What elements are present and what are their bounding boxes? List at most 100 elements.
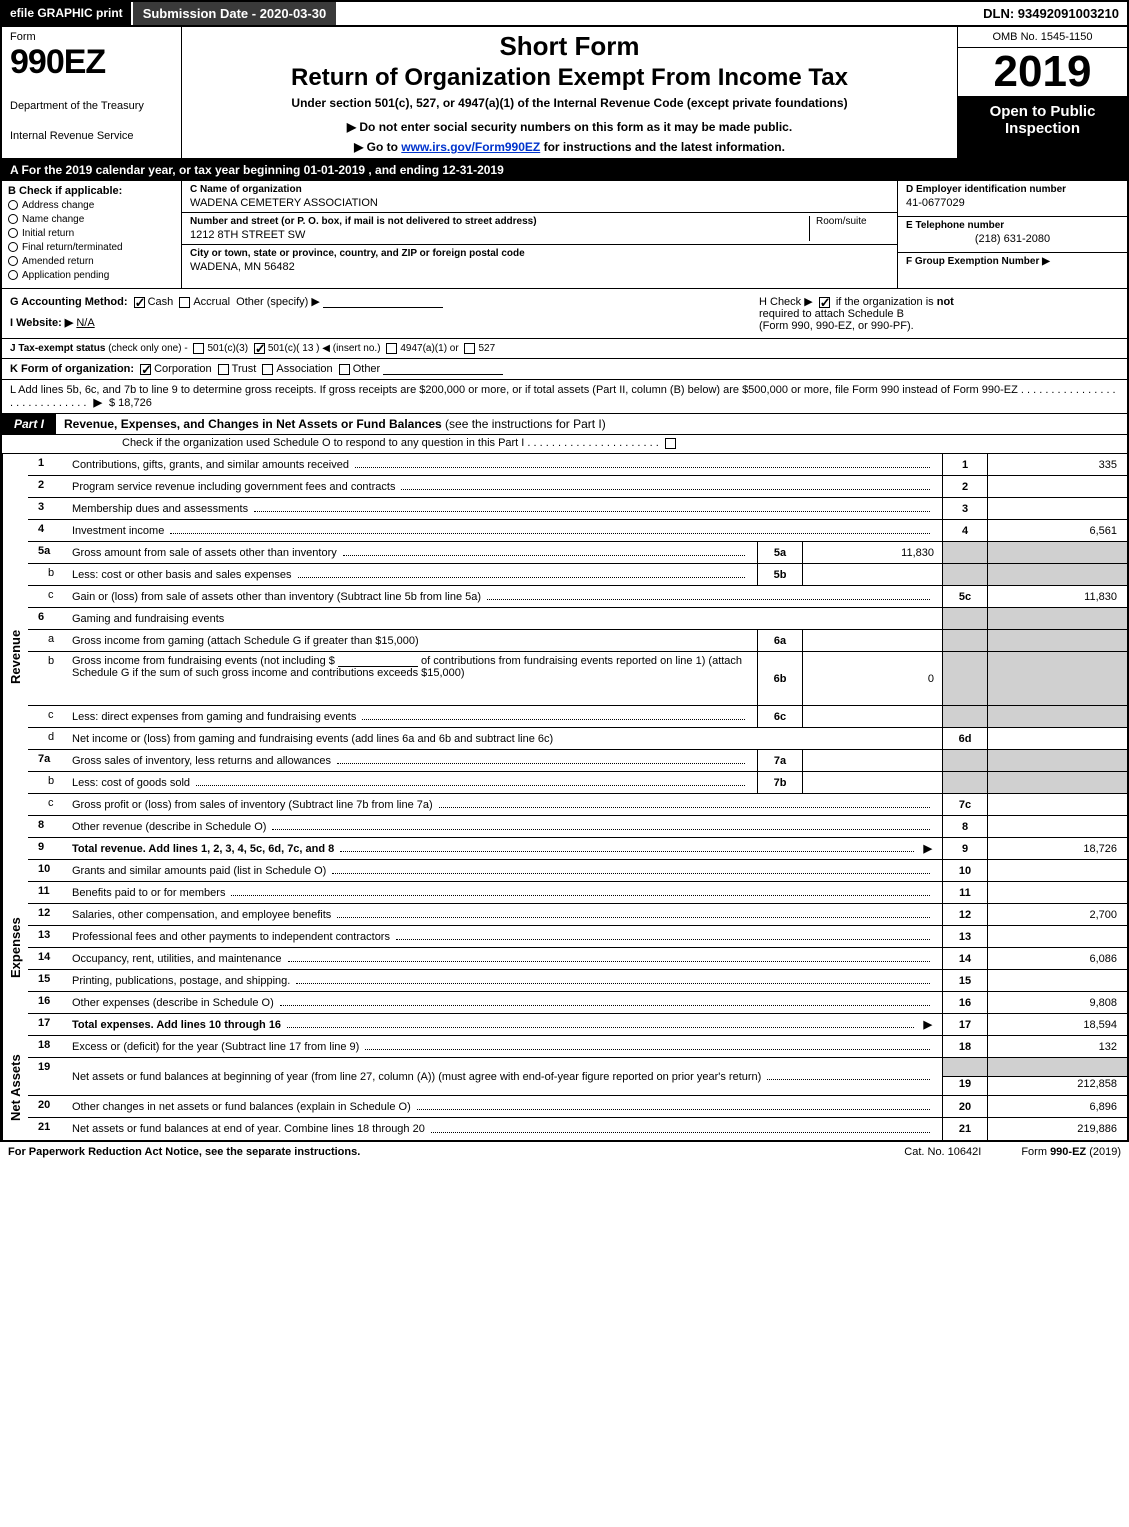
chk-application-pending[interactable] [8, 270, 18, 280]
chk-527[interactable] [464, 343, 475, 354]
chk-name-change[interactable] [8, 214, 18, 224]
line-11: 11Benefits paid to or for members11 [28, 882, 1127, 904]
j-o3: 4947(a)(1) or [400, 343, 458, 354]
line-8: 8Other revenue (describe in Schedule O)8 [28, 816, 1127, 838]
line-17: 17Total expenses. Add lines 10 through 1… [28, 1014, 1127, 1036]
part-1-header: Part I Revenue, Expenses, and Changes in… [2, 414, 1127, 435]
chk-trust[interactable] [218, 364, 229, 375]
chk-501c3[interactable] [193, 343, 204, 354]
chk-label: Initial return [22, 228, 74, 239]
line-7a: 7aGross sales of inventory, less returns… [28, 750, 1127, 772]
chk-initial-return[interactable] [8, 228, 18, 238]
department-line-1: Department of the Treasury [10, 100, 173, 112]
chk-label: Name change [22, 214, 84, 225]
chk-association[interactable] [262, 364, 273, 375]
part-1-badge: Part I [2, 414, 56, 434]
h-not: not [937, 296, 954, 308]
section-d: D Employer identification number 41-0677… [897, 181, 1127, 288]
ein-label: D Employer identification number [906, 184, 1119, 195]
chk-501c[interactable] [254, 343, 265, 354]
omb-number: OMB No. 1545-1150 [958, 27, 1127, 48]
submission-date-label: Submission Date - 2020-03-30 [131, 2, 337, 25]
header-center: Short Form Return of Organization Exempt… [182, 27, 957, 158]
chk-final-return[interactable] [8, 242, 18, 252]
form-number: 990EZ [10, 43, 173, 82]
g-cash: Cash [148, 296, 174, 308]
irs-link[interactable]: www.irs.gov/Form990EZ [401, 140, 540, 154]
j-o1: 501(c)(3) [207, 343, 248, 354]
form-subtitle: Under section 501(c), 527, or 4947(a)(1)… [192, 96, 947, 110]
chk-accrual[interactable] [179, 297, 190, 308]
chk-corporation[interactable] [140, 364, 151, 375]
tax-exempt-status-row: J Tax-exempt status (check only one) - 5… [2, 339, 1127, 359]
chk-label: Final return/terminated [22, 242, 123, 253]
ein-value: 41-0677029 [906, 197, 1119, 209]
line-7b: bLess: cost of goods sold7b [28, 772, 1127, 794]
address-value: 1212 8TH STREET SW [190, 229, 809, 241]
line-5a: 5aGross amount from sale of assets other… [28, 542, 1127, 564]
j-o2: 501(c)( 13 ) ◀ (insert no.) [268, 343, 381, 354]
g-accrual: Accrual [193, 296, 230, 308]
address-label: Number and street (or P. O. box, if mail… [190, 216, 809, 227]
line-4: 4Investment income46,561 [28, 520, 1127, 542]
j-hint: (check only one) - [108, 343, 187, 354]
h-post: if the organization is [833, 296, 937, 308]
chk-address-change[interactable] [8, 200, 18, 210]
room-suite-label: Room/suite [809, 216, 889, 241]
k-trust: Trust [232, 363, 257, 375]
line-14: 14Occupancy, rent, utilities, and mainte… [28, 948, 1127, 970]
chk-cash[interactable] [134, 297, 145, 308]
h-line2: required to attach Schedule B [759, 308, 904, 320]
section-b-title: B Check if applicable: [8, 185, 175, 197]
short-form-title: Short Form [192, 31, 947, 62]
net-assets-section: Net Assets 18Excess or (deficit) for the… [2, 1036, 1127, 1140]
page-footer: For Paperwork Reduction Act Notice, see … [0, 1142, 1129, 1162]
form-reference: Form 990-EZ (2019) [1021, 1146, 1121, 1158]
k-assoc: Association [276, 363, 332, 375]
line-6b: bGross income from fundraising events (n… [28, 652, 1127, 706]
chk-schedule-b[interactable] [819, 297, 830, 308]
k-other: Other [353, 363, 381, 375]
catalog-number: Cat. No. 10642I [904, 1146, 981, 1158]
form-word: Form [10, 31, 173, 43]
chk-4947[interactable] [386, 343, 397, 354]
line-12: 12Salaries, other compensation, and empl… [28, 904, 1127, 926]
instructions-note: ▶ Go to www.irs.gov/Form990EZ for instru… [192, 140, 947, 154]
org-name-value: WADENA CEMETERY ASSOCIATION [190, 197, 889, 209]
form-of-organization-row: K Form of organization: Corporation Trus… [2, 359, 1127, 380]
line-13: 13Professional fees and other payments t… [28, 926, 1127, 948]
tax-period-row: A For the 2019 calendar year, or tax yea… [2, 160, 1127, 181]
line-6c: cLess: direct expenses from gaming and f… [28, 706, 1127, 728]
k-corp: Corporation [154, 363, 211, 375]
line-1: 1Contributions, gifts, grants, and simil… [28, 454, 1127, 476]
line-7c: cGross profit or (loss) from sales of in… [28, 794, 1127, 816]
efile-print-label: efile GRAPHIC print [2, 2, 131, 25]
chk-label: Address change [22, 200, 94, 211]
info-block: B Check if applicable: Address change Na… [2, 181, 1127, 289]
revenue-vlabel: Revenue [2, 454, 28, 860]
website-value: N/A [76, 317, 94, 329]
row-gh: G Accounting Method: Cash Accrual Other … [2, 289, 1127, 339]
expenses-section: Expenses 10Grants and similar amounts pa… [2, 860, 1127, 1036]
chk-schedule-o[interactable] [665, 438, 676, 449]
open-to-public: Open to Public Inspection [958, 97, 1127, 158]
revenue-section: Revenue 1Contributions, gifts, grants, a… [2, 454, 1127, 860]
net-assets-vlabel: Net Assets [2, 1036, 28, 1140]
j-label: J Tax-exempt status [10, 343, 105, 354]
note2-post: for instructions and the latest informat… [540, 140, 785, 154]
line-5c: cGain or (loss) from sale of assets othe… [28, 586, 1127, 608]
section-c: C Name of organization WADENA CEMETERY A… [182, 181, 897, 288]
chk-other-org[interactable] [339, 364, 350, 375]
schedule-b-check: H Check ▶ if the organization is not req… [759, 295, 1119, 332]
telephone-value: (218) 631-2080 [906, 233, 1119, 245]
line-9: 9Total revenue. Add lines 1, 2, 3, 4, 5c… [28, 838, 1127, 860]
chk-amended-return[interactable] [8, 256, 18, 266]
accounting-method: G Accounting Method: Cash Accrual Other … [10, 295, 759, 332]
h-pre: H Check ▶ [759, 296, 816, 308]
line-6d: dNet income or (loss) from gaming and fu… [28, 728, 1127, 750]
city-label: City or town, state or province, country… [190, 248, 889, 259]
line-16: 16Other expenses (describe in Schedule O… [28, 992, 1127, 1014]
g-label: G Accounting Method: [10, 296, 128, 308]
form-page: efile GRAPHIC print Submission Date - 20… [0, 0, 1129, 1142]
chk-label: Application pending [22, 270, 109, 281]
